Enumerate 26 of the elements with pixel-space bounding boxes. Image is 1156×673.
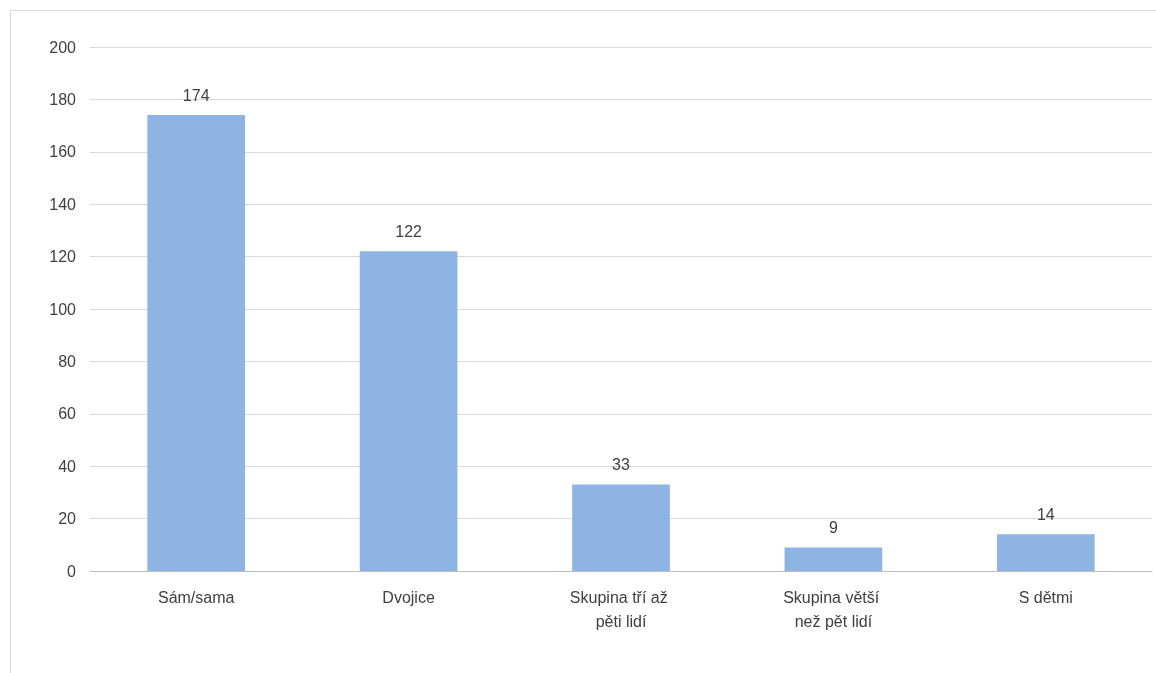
y-tick-label: 20 xyxy=(58,510,77,528)
bar xyxy=(147,115,246,571)
x-tick-label: Sám/sama xyxy=(157,588,235,606)
bar xyxy=(359,251,458,571)
y-tick-label: 160 xyxy=(49,143,77,161)
data-label: 14 xyxy=(1036,505,1055,523)
x-tick-label: Skupina větší než pět lidí xyxy=(783,588,884,630)
x-tick-label: Dvojice xyxy=(382,588,435,606)
y-tick-label: 0 xyxy=(67,562,77,580)
x-tick-label: S dětmi xyxy=(1018,588,1073,606)
y-tick-label: 100 xyxy=(49,300,77,318)
data-label: 9 xyxy=(828,518,838,536)
bar xyxy=(572,484,670,571)
bar xyxy=(996,534,1095,571)
data-label: 122 xyxy=(395,222,423,240)
bar xyxy=(784,547,883,571)
y-tick-label: 80 xyxy=(58,352,77,370)
y-tick-label: 60 xyxy=(58,405,77,423)
y-tick-label: 40 xyxy=(58,457,77,475)
y-tick-label: 120 xyxy=(49,248,77,266)
data-label: 33 xyxy=(612,456,630,474)
y-tick-label: 200 xyxy=(49,38,77,56)
y-tick-label: 140 xyxy=(49,195,77,213)
y-tick-label: 180 xyxy=(49,90,77,108)
x-tick-label: Skupina tří až pěti lidí xyxy=(569,588,673,630)
data-label: 174 xyxy=(182,86,210,104)
